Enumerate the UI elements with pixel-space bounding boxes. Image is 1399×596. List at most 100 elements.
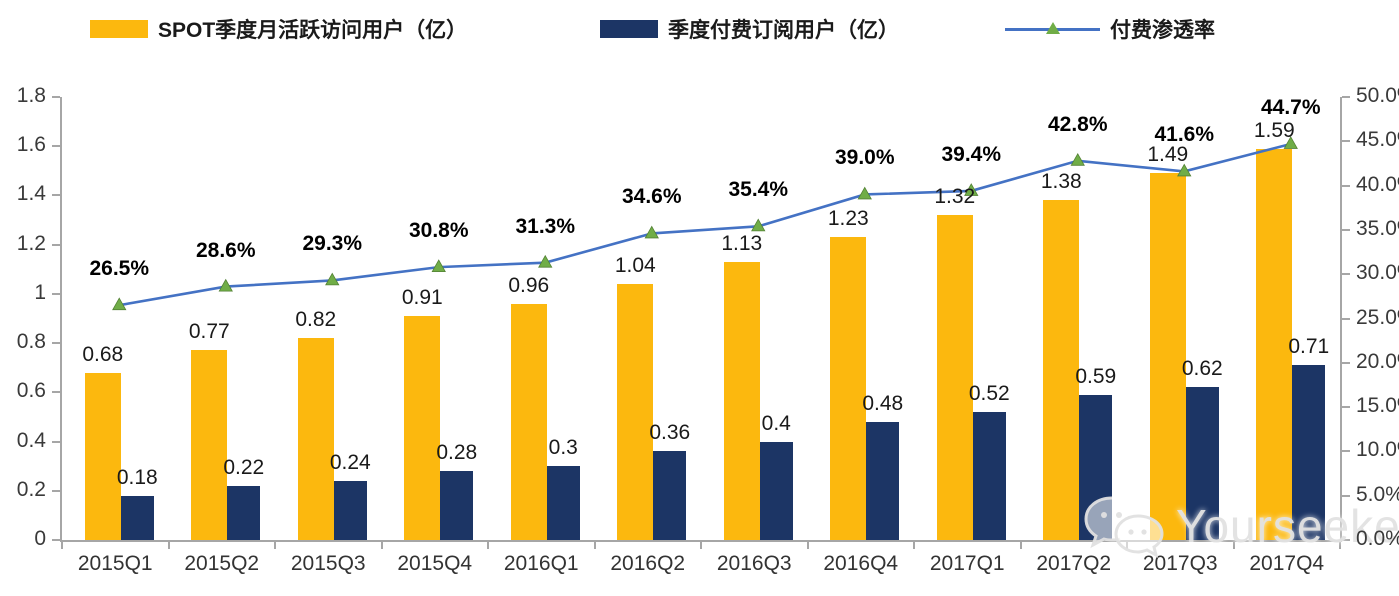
legend-label-mau: SPOT季度月活跃访问用户（亿）	[158, 19, 468, 42]
triangle-marker-icon	[325, 272, 340, 286]
bar-mau-value-label: 0.96	[508, 273, 550, 297]
legend: SPOT季度月活跃访问用户（亿） 季度付费订阅用户（亿） 付费渗透率	[0, 14, 1399, 50]
penetration-pct-label: 42.8%	[1047, 112, 1108, 136]
left-axis-tick-label: 0.4	[16, 428, 46, 452]
x-axis-category-label: 2015Q4	[397, 552, 473, 575]
left-axis-tick-label: 0.8	[16, 330, 46, 354]
bar-mau-value-label: 1.38	[1040, 170, 1082, 194]
bar-mau-value-label: 1.32	[934, 185, 976, 209]
bar-mau	[1043, 200, 1080, 540]
penetration-pct-label: 39.4%	[941, 142, 1002, 166]
left-axis-tick-label: 0.6	[16, 379, 46, 403]
bar-paid	[1292, 365, 1326, 540]
x-axis-tick	[487, 542, 489, 549]
x-axis-tick	[1019, 542, 1022, 549]
penetration-pct-label: 28.6%	[195, 238, 256, 262]
right-axis-tick-label: 10.0%	[1356, 438, 1399, 462]
left-axis-tick	[52, 292, 60, 295]
bar-mau	[297, 338, 334, 540]
x-axis-category-label: 2017Q4	[1249, 552, 1325, 575]
bar-paid	[759, 441, 793, 540]
left-axis-tick-label: 1.4	[16, 182, 46, 206]
bar-mau-value-label: 1.23	[827, 207, 869, 231]
right-axis-tick	[1342, 406, 1350, 409]
bar-mau	[830, 237, 867, 540]
legend-label-penetration: 付费渗透率	[1110, 19, 1215, 42]
bar-mau	[84, 372, 121, 540]
watermark-text: Yourseeker	[1176, 500, 1399, 552]
right-axis-tick	[1342, 361, 1350, 364]
x-axis-category-label: 2017Q2	[1036, 552, 1112, 575]
bar-paid	[120, 495, 154, 540]
bar-paid-value-label: 0.4	[761, 411, 791, 435]
left-axis-tick	[52, 342, 60, 345]
triangle-marker-icon	[857, 186, 872, 200]
bar-mau	[191, 350, 228, 540]
left-axis-tick	[52, 539, 60, 541]
bar-paid-value-label: 0.3	[548, 436, 578, 460]
left-axis-tick	[52, 194, 60, 197]
bar-mau-value-label: 1.59	[1253, 118, 1295, 142]
x-axis-category-label: 2016Q4	[823, 552, 899, 575]
right-axis-tick	[1342, 317, 1350, 320]
right-axis-tick-label: 45.0%	[1356, 128, 1399, 152]
x-axis-tick	[700, 542, 702, 549]
line-marker-swatch	[1005, 20, 1100, 38]
x-axis-tick	[274, 542, 276, 549]
left-axis-tick	[52, 96, 60, 98]
penetration-pct-label: 31.3%	[515, 214, 576, 238]
bar-paid-value-label: 0.48	[862, 391, 904, 415]
left-axis-tick	[52, 489, 60, 492]
triangle-marker-icon	[112, 297, 127, 311]
right-axis-tick	[1342, 273, 1350, 276]
left-axis-tick-label: 1.2	[16, 231, 46, 255]
bar-mau	[404, 316, 441, 540]
left-axis-tick-label: 1.6	[16, 133, 46, 157]
left-axis-tick	[52, 440, 60, 443]
bar-paid	[546, 466, 580, 540]
x-axis-tick	[167, 542, 170, 549]
right-axis-tick	[1342, 539, 1350, 541]
bar-mau-value-label: 0.68	[82, 342, 124, 366]
right-axis-line	[1340, 97, 1342, 540]
bar-paid	[227, 485, 261, 540]
right-axis-tick	[1342, 228, 1350, 231]
x-axis-category-label: 2016Q3	[716, 552, 792, 575]
bar-paid-value-label: 0.22	[223, 455, 265, 479]
left-axis-tick	[52, 391, 60, 394]
legend-label-paid: 季度付费订阅用户（亿）	[668, 19, 899, 42]
right-axis-tick	[1342, 140, 1350, 143]
right-axis-tick-label: 20.0%	[1356, 349, 1399, 373]
triangle-marker-icon	[538, 254, 553, 268]
triangle-marker-icon	[431, 259, 446, 273]
bar-mau-value-label: 0.91	[401, 286, 443, 310]
bar-mau-value-label: 0.82	[295, 308, 337, 332]
bar-paid	[440, 471, 474, 540]
bar-paid	[972, 412, 1006, 540]
right-axis-tick-label: 25.0%	[1356, 305, 1399, 329]
x-axis-tick	[593, 542, 596, 549]
right-axis-tick-label: 5.0%	[1356, 482, 1399, 506]
legend-item-mau: SPOT季度月活跃访问用户（亿）	[90, 14, 467, 44]
bar-paid-value-label: 0.36	[649, 421, 691, 445]
x-axis-category-label: 2016Q1	[503, 552, 579, 575]
right-axis-tick	[1342, 494, 1350, 497]
paid-bar-swatch	[600, 20, 658, 38]
left-axis-tick	[52, 243, 60, 246]
x-axis-tick	[1232, 542, 1235, 549]
penetration-pct-label: 39.0%	[834, 146, 895, 170]
bar-paid-value-label: 0.59	[1075, 364, 1117, 388]
bar-mau	[1256, 148, 1293, 540]
x-axis-tick	[380, 542, 383, 549]
bar-mau-value-label: 1.13	[721, 231, 763, 255]
penetration-pct-label: 35.4%	[728, 178, 789, 202]
bar-paid	[1185, 387, 1219, 540]
bar-paid	[333, 480, 367, 540]
bar-mau-value-label: 1.04	[614, 254, 656, 278]
penetration-pct-label: 29.3%	[302, 232, 363, 256]
x-axis-category-label: 2015Q1	[77, 552, 153, 575]
triangle-marker-icon	[644, 225, 659, 239]
bar-paid-value-label: 0.52	[968, 382, 1010, 406]
legend-item-penetration: 付费渗透率	[1005, 14, 1215, 44]
